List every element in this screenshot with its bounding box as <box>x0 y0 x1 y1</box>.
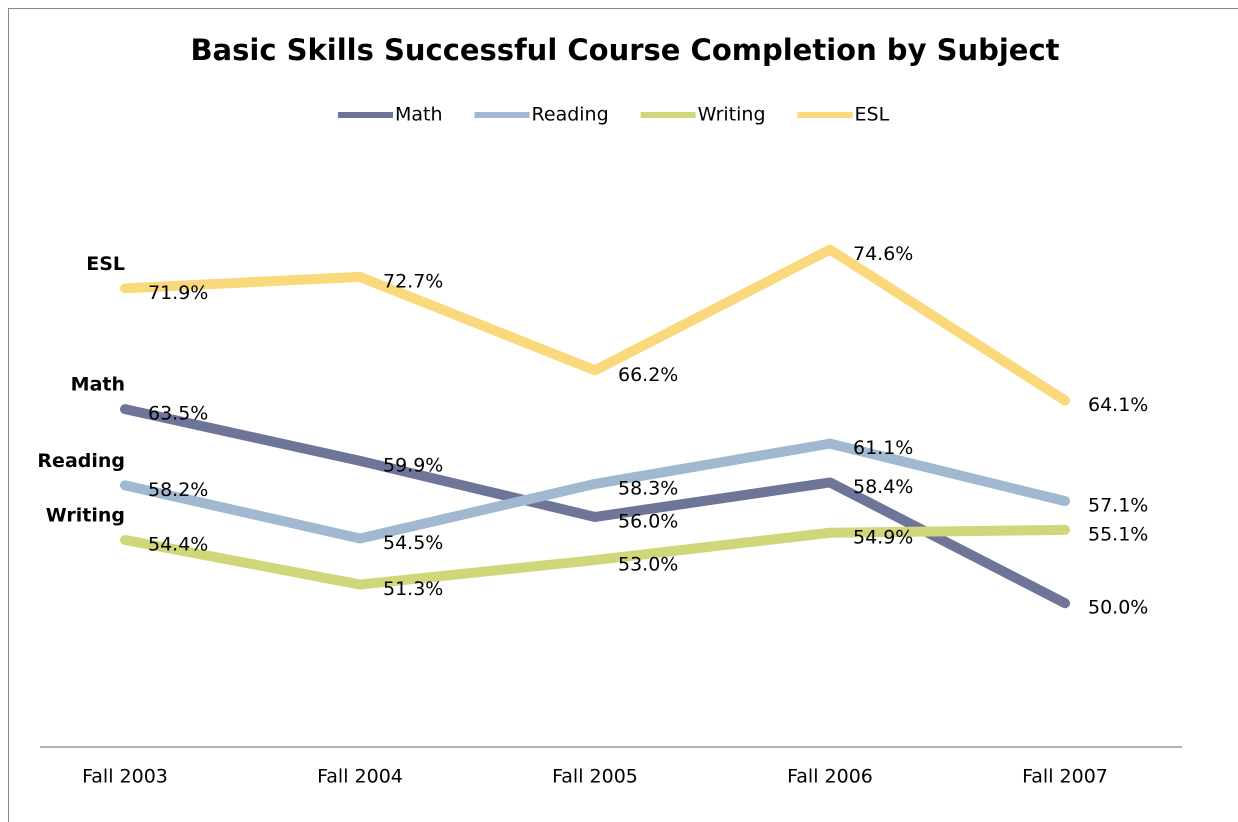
series-line <box>120 404 1070 609</box>
chart-title: Basic Skills Successful Course Completio… <box>190 33 1059 67</box>
x-tick-label: Fall 2003 <box>82 766 168 788</box>
series-label: Reading <box>37 450 125 472</box>
x-tick-label: Fall 2004 <box>317 766 403 788</box>
data-label: 66.2% <box>618 364 678 386</box>
series-label: Math <box>71 374 125 396</box>
data-label: 58.4% <box>853 476 913 498</box>
data-label: 61.1% <box>853 437 913 459</box>
chart-frame <box>8 8 1238 822</box>
data-label: 74.6% <box>853 243 913 265</box>
data-label: 54.5% <box>383 532 443 554</box>
x-tick-label: Fall 2005 <box>552 766 638 788</box>
data-label: 71.9% <box>148 282 208 304</box>
data-label: 58.3% <box>618 477 678 499</box>
data-label: 54.4% <box>148 533 208 555</box>
x-tick-label: Fall 2007 <box>1022 766 1108 788</box>
data-label: 63.5% <box>148 403 208 425</box>
series-line <box>120 244 1070 406</box>
data-label: 54.9% <box>853 526 913 548</box>
data-label: 50.0% <box>1088 597 1148 619</box>
data-label: 55.1% <box>1088 523 1148 545</box>
data-label: 64.1% <box>1088 394 1148 416</box>
data-label: 72.7% <box>383 270 443 292</box>
series-label: Writing <box>46 504 125 526</box>
legend-label: Math <box>395 104 443 126</box>
data-label: 57.1% <box>1088 495 1148 517</box>
data-label: 53.0% <box>618 554 678 576</box>
data-label: 59.9% <box>383 454 443 476</box>
legend-label: Reading <box>532 104 609 126</box>
x-tick-label: Fall 2006 <box>787 766 873 788</box>
series-line <box>120 524 1070 590</box>
legend-label: ESL <box>855 104 890 126</box>
data-label: 58.2% <box>148 479 208 501</box>
series-line <box>120 438 1070 544</box>
series-label: ESL <box>86 253 125 275</box>
legend-label: Writing <box>698 104 766 126</box>
data-label: 51.3% <box>383 578 443 600</box>
data-label: 56.0% <box>618 510 678 532</box>
